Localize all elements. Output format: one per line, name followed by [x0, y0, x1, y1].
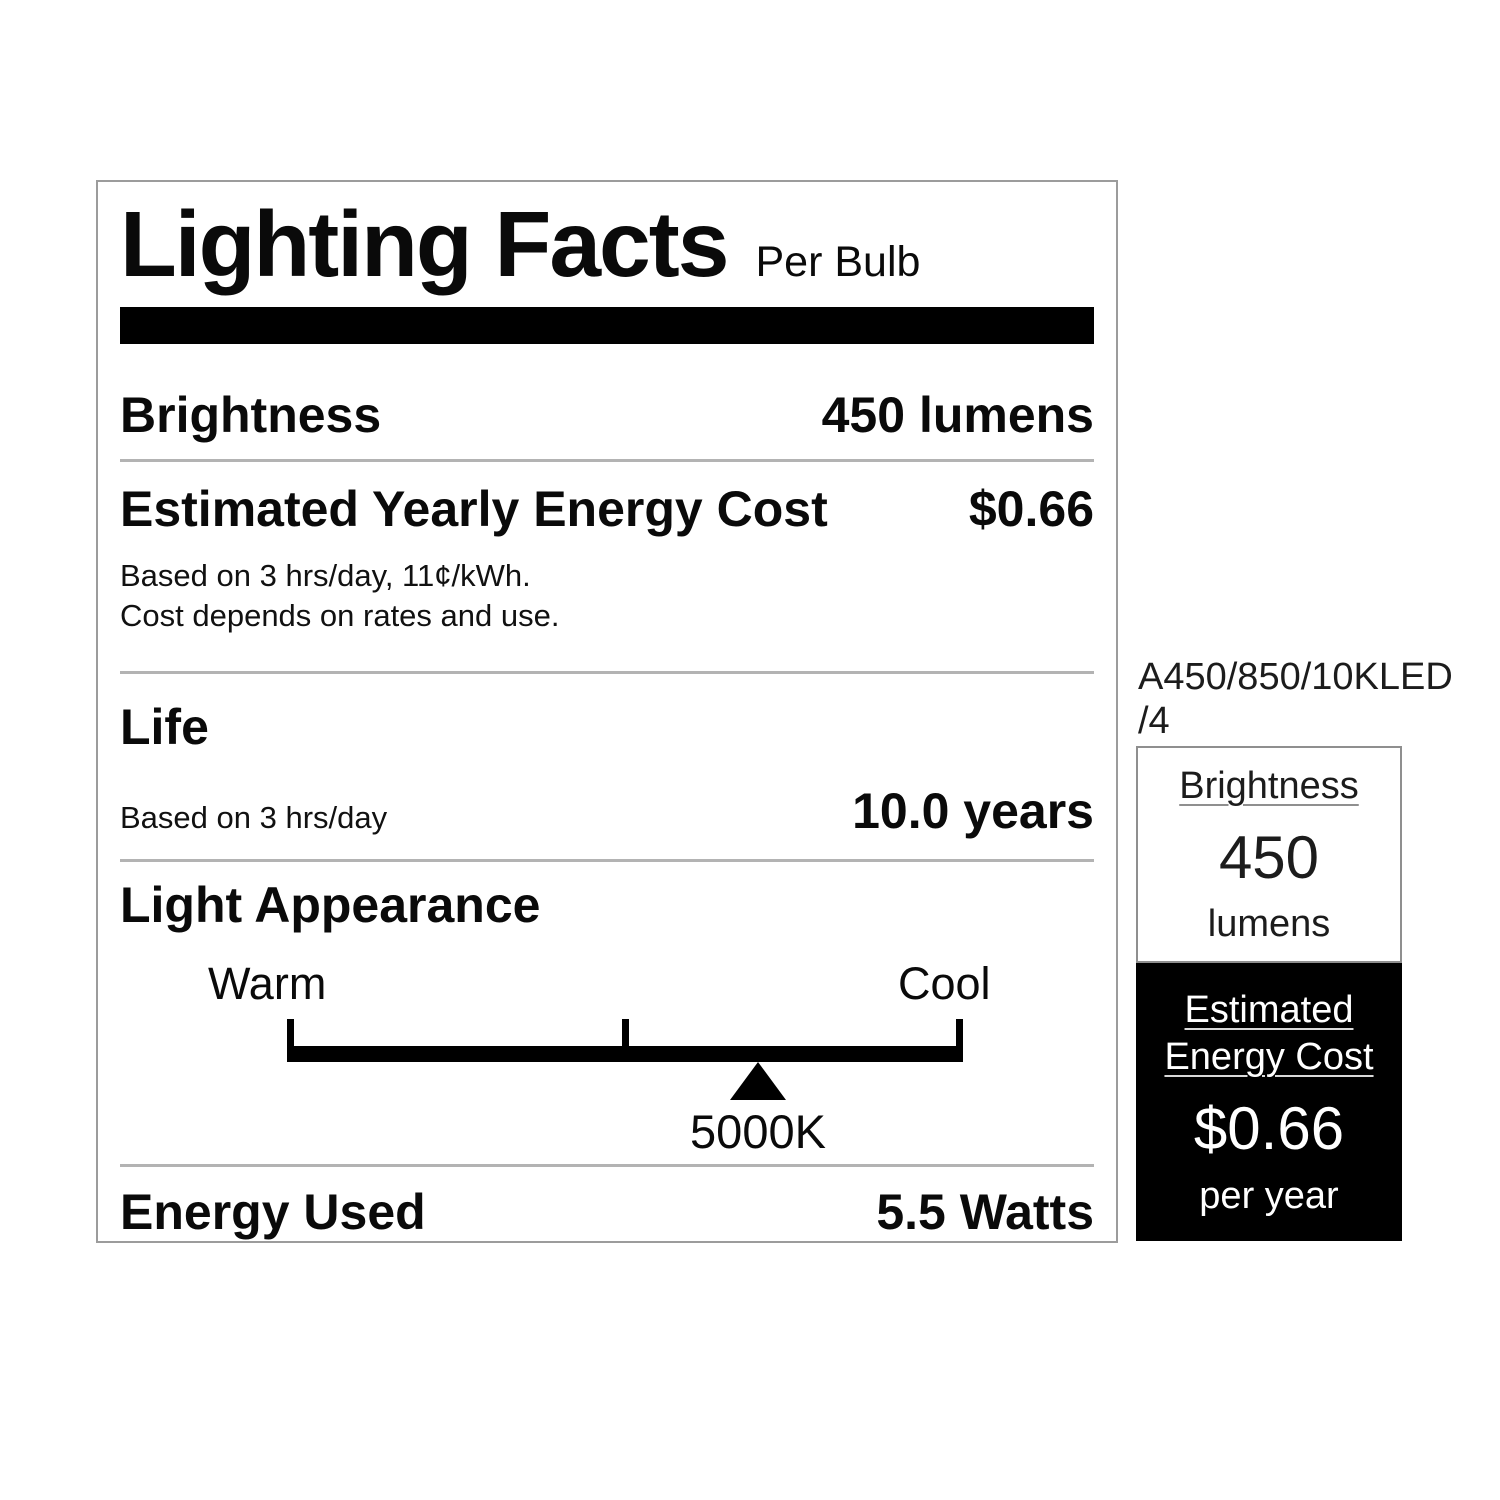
energy-cost-summary-box: Estimated Energy Cost $0.66 per year [1136, 963, 1402, 1241]
brightness-row: Brightness 450 lumens [120, 388, 1094, 442]
divider [120, 1164, 1094, 1168]
cost-box-value: $0.66 [1193, 1095, 1345, 1163]
kelvin-value: 5000K [690, 1105, 826, 1159]
energy-cost-note: Based on 3 hrs/day, 11¢/kWh. Cost depend… [120, 556, 1094, 637]
warm-label: Warm [208, 958, 327, 1010]
brightness-box-value: 450 [1218, 823, 1320, 891]
life-label: Life [120, 699, 209, 756]
page-title: Lighting Facts [120, 192, 729, 296]
energy-cost-label: Estimated Yearly Energy Cost [120, 480, 828, 537]
energy-used-value: 5.5 Watts [876, 1184, 1094, 1241]
life-heading-row: Life [120, 700, 1094, 754]
brightness-box-title: Brightness [1179, 765, 1359, 808]
energy-used-label: Energy Used [120, 1184, 426, 1241]
brightness-summary-box: Brightness 450 lumens [1136, 746, 1402, 963]
header-row: Lighting Facts Per Bulb [120, 192, 1094, 296]
life-value: 10.0 years [852, 783, 1094, 840]
energy-cost-row: Estimated Yearly Energy Cost $0.66 [120, 482, 1094, 536]
scale-tick-right [956, 1019, 963, 1048]
energy-cost-note-line2: Cost depends on rates and use. [120, 597, 560, 633]
temperature-scale-bar [287, 1046, 963, 1063]
light-appearance-heading-row: Light Appearance [120, 878, 1094, 932]
cool-label: Cool [898, 958, 991, 1010]
divider [120, 458, 1094, 462]
life-value-row: Based on 3 hrs/day 10.0 years [120, 784, 1094, 838]
divider [120, 859, 1094, 863]
life-note: Based on 3 hrs/day [120, 800, 388, 836]
energy-cost-value: $0.66 [968, 480, 1094, 537]
brightness-label: Brightness [120, 386, 382, 443]
energy-used-row: Energy Used 5.5 Watts [120, 1185, 1094, 1239]
header-separator-bar [120, 306, 1094, 344]
energy-cost-note-line1: Based on 3 hrs/day, 11¢/kWh. [120, 557, 531, 593]
light-appearance-scale: Warm Cool 5000K [120, 958, 1094, 1164]
light-appearance-label: Light Appearance [120, 877, 541, 934]
scale-tick-left [287, 1019, 294, 1048]
lighting-facts-panel: Lighting Facts Per Bulb Brightness 450 l… [96, 180, 1118, 1243]
temperature-marker-triangle-icon [730, 1062, 786, 1101]
cost-box-unit: per year [1199, 1174, 1339, 1217]
brightness-box-unit: lumens [1207, 903, 1331, 946]
scale-tick-middle [622, 1019, 629, 1048]
cost-box-title: Estimated Energy Cost [1164, 988, 1374, 1079]
divider [120, 671, 1094, 675]
brightness-value: 450 lumens [821, 386, 1094, 443]
per-bulb-subtitle: Per Bulb [755, 238, 921, 286]
model-number: A450/850/10KLED /4 [1138, 656, 1453, 742]
